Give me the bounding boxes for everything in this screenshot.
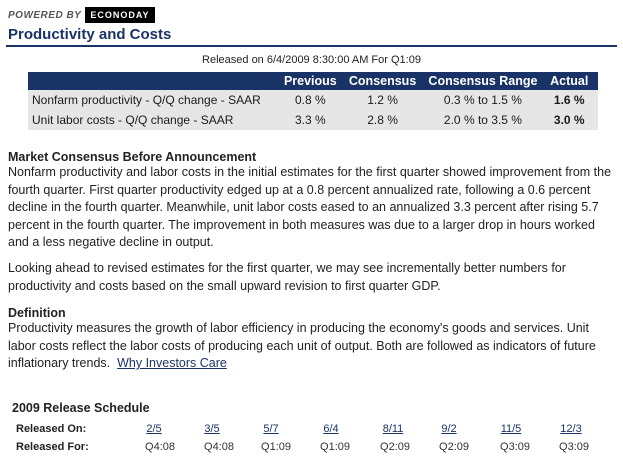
market-consensus-paragraph: Nonfarm productivity and labor costs in … [8,165,612,249]
release-date-link[interactable]: 9/2 [441,423,457,435]
schedule-date-cell: 9/2 [419,423,479,435]
previous-value: 3.3 % [280,110,340,130]
release-period: Q3:09 [500,441,530,453]
previous-value: 0.8 % [280,90,340,110]
table-row: Nonfarm productivity - Q/Q change - SAAR… [28,90,598,110]
release-period: Q1:09 [320,441,350,453]
release-date-link[interactable]: 3/5 [204,423,220,435]
release-date-link[interactable]: 5/7 [263,423,279,435]
consensus-table: Previous Consensus Consensus Range Actua… [28,72,598,130]
schedule-date-cell: 3/5 [182,423,242,435]
econoday-logo: ECONODAY [85,7,155,23]
title-divider [6,45,617,47]
consensus-range-value: 2.0 % to 3.5 % [425,110,541,130]
definition-paragraph: Productivity measures the growth of labo… [8,320,616,373]
column-header-indicator [28,72,281,90]
actual-value: 1.6 % [540,90,598,110]
why-investors-care-link[interactable]: Why Investors Care [117,356,227,370]
column-header-consensus-range: Consensus Range [425,72,541,90]
definition-text: Productivity measures the growth of labo… [8,321,596,370]
schedule-date-cell: 2/5 [124,423,184,435]
release-schedule-heading: 2009 Release Schedule [12,401,150,415]
brand-bar: POWERED BY ECONODAY [8,7,155,23]
release-period: Q2:09 [439,441,469,453]
consensus-value: 2.8 % [339,110,426,130]
table-header-row: Previous Consensus Consensus Range Actua… [28,72,598,90]
schedule-date-cell: 8/11 [363,423,423,435]
schedule-date-cell: 12/3 [541,423,601,435]
release-period: Q2:09 [380,441,410,453]
release-date-link[interactable]: 2/5 [146,423,162,435]
release-date-link[interactable]: 11/5 [500,423,522,435]
market-consensus-heading: Market Consensus Before Announcement [8,150,257,164]
release-period: Q4:08 [145,441,175,453]
table-row: Unit labor costs - Q/Q change - SAAR 3.3… [28,110,598,130]
released-for-label: Released For: [16,441,89,453]
row-label: Unit labor costs - Q/Q change - SAAR [28,110,281,130]
column-header-previous: Previous [280,72,340,90]
row-label: Nonfarm productivity - Q/Q change - SAAR [28,90,281,110]
actual-value: 3.0 % [540,110,598,130]
release-date-link[interactable]: 8/11 [382,423,404,435]
schedule-date-cell: 5/7 [241,423,301,435]
column-header-actual: Actual [540,72,598,90]
definition-heading: Definition [8,306,66,320]
market-consensus-outlook: Looking ahead to revised estimates for t… [8,261,566,293]
powered-by-label: POWERED BY [8,9,82,21]
release-period: Q1:09 [261,441,291,453]
page-title: Productivity and Costs [8,26,172,43]
release-date-link[interactable]: 12/3 [560,423,582,435]
consensus-range-value: 0.3 % to 1.5 % [425,90,541,110]
release-info: Released on 6/4/2009 8:30:00 AM For Q1:0… [202,54,421,66]
release-date-link[interactable]: 6/4 [323,423,339,435]
schedule-date-cell: 6/4 [301,423,361,435]
release-period: Q3:09 [559,441,589,453]
released-on-label: Released On: [16,423,87,435]
release-period: Q4:08 [204,441,234,453]
schedule-date-cell: 11/5 [481,423,541,435]
consensus-value: 1.2 % [339,90,426,110]
column-header-consensus: Consensus [339,72,426,90]
